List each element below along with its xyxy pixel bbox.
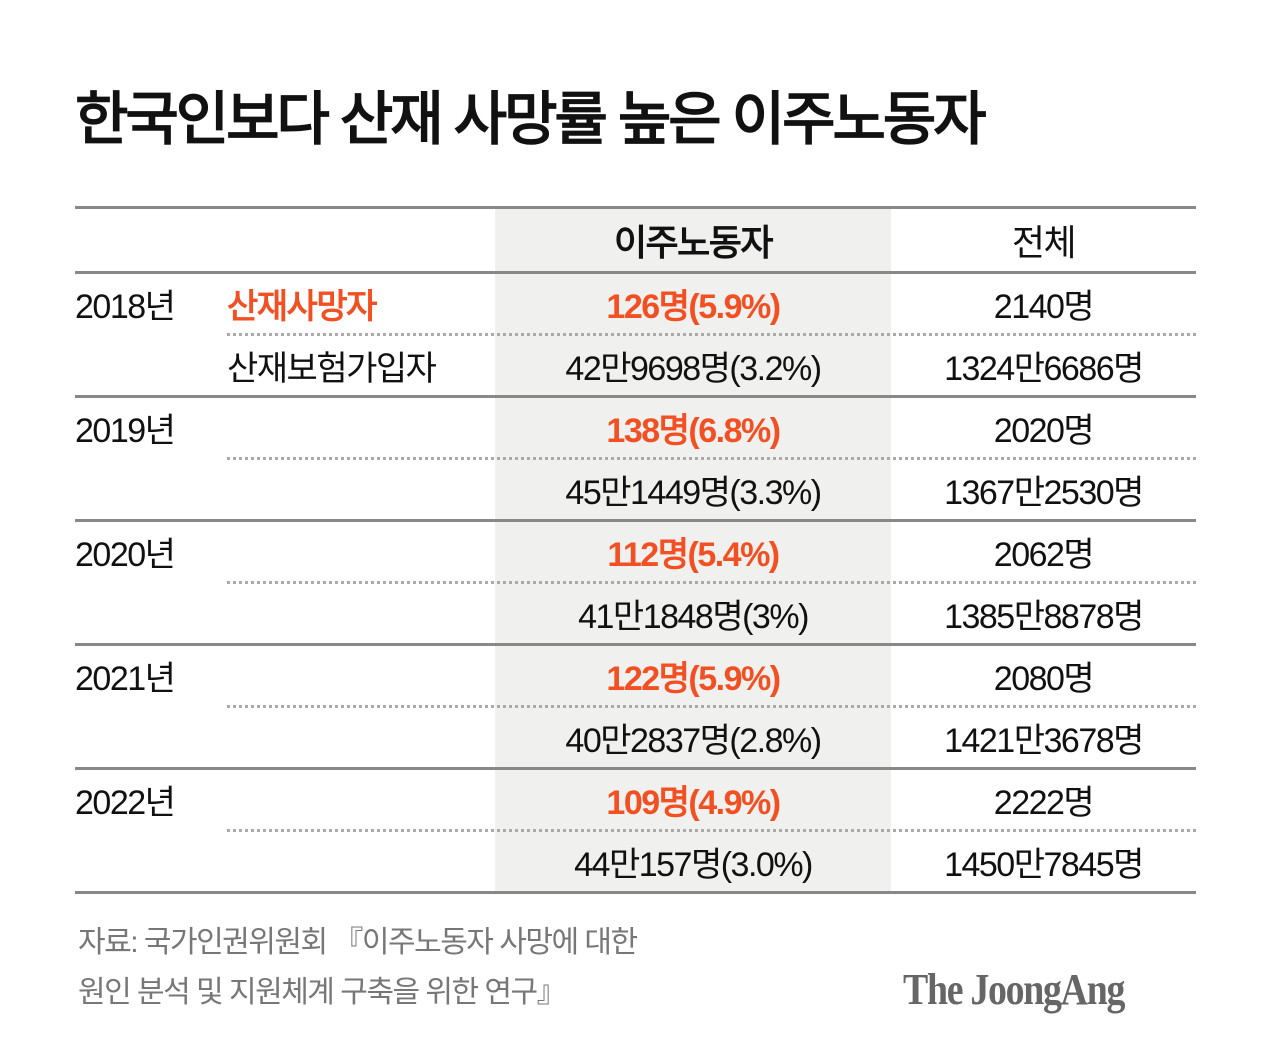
source-line-1: 자료: 국가인권위원회 『이주노동자 사망에 대한 [78, 926, 638, 959]
total-insured: 1421만3678명 [944, 722, 1144, 760]
header-migrant: 이주노동자 [613, 222, 774, 263]
source-note: 자료: 국가인권위원회 『이주노동자 사망에 대한 원인 분석 및 지원체계 구… [78, 918, 638, 1018]
total-deaths: 2020명 [993, 412, 1095, 450]
table-row-insured: 41만1848명(3%) 1385만8878명 [75, 584, 1196, 643]
table-row-deaths: 2021년 122명(5.9%) 2080명 [75, 646, 1196, 708]
year-label: 2019년 [75, 412, 176, 450]
total-deaths: 2062명 [993, 536, 1095, 574]
table-row-deaths: 2019년 138명(6.8%) 2020명 [75, 398, 1196, 460]
year-label: 2021년 [75, 660, 176, 698]
year-label: 2022년 [75, 784, 176, 822]
year-group-2021: 2021년 122명(5.9%) 2080명 40만2837명(2.8%) 14… [75, 646, 1196, 770]
year-label: 2020년 [75, 536, 176, 574]
year-group-2019: 2019년 138명(6.8%) 2020명 45만1449명(3.3%) 13… [75, 398, 1196, 522]
source-line-2: 원인 분석 및 지원체계 구축을 위한 연구』 [78, 976, 567, 1009]
table-row-insured: 산재보험가입자 42만9698명(3.2%) 1324만6686명 [75, 336, 1196, 395]
row-label-insured: 산재보험가입자 [227, 350, 437, 388]
total-insured: 1367만2530명 [944, 474, 1144, 512]
migrant-deaths: 109명(4.9%) [606, 784, 781, 822]
total-insured: 1385만8878명 [944, 598, 1144, 636]
migrant-deaths: 112명(5.4%) [607, 536, 780, 574]
table-row-insured: 44만157명(3.0%) 1450만7845명 [75, 832, 1196, 891]
year-label: 2018년 [75, 288, 176, 326]
migrant-deaths: 126명(5.9%) [606, 288, 781, 326]
data-table: 이주노동자 전체 2018년 산재사망자 126명(5.9%) 2140명 산재… [75, 206, 1196, 894]
migrant-insured: 44만157명(3.0%) [574, 846, 813, 884]
migrant-insured: 42만9698명(3.2%) [565, 350, 822, 388]
chart-title: 한국인보다 산재 사망률 높은 이주노동자 [75, 87, 987, 152]
table-header: 이주노동자 전체 [75, 206, 1196, 274]
total-insured: 1450만7845명 [944, 846, 1144, 884]
table-row-deaths: 2020년 112명(5.4%) 2062명 [75, 522, 1196, 584]
table-row-insured: 40만2837명(2.8%) 1421만3678명 [75, 708, 1196, 767]
migrant-insured: 40만2837명(2.8%) [565, 722, 822, 760]
table-row-insured: 45만1449명(3.3%) 1367만2530명 [75, 460, 1196, 519]
total-deaths: 2222명 [993, 784, 1095, 822]
year-group-2020: 2020년 112명(5.4%) 2062명 41만1848명(3%) 1385… [75, 522, 1196, 646]
total-insured: 1324만6686명 [944, 350, 1144, 388]
year-group-2018: 2018년 산재사망자 126명(5.9%) 2140명 산재보험가입자 42만… [75, 274, 1196, 398]
year-group-2022: 2022년 109명(4.9%) 2222명 44만157명(3.0%) 145… [75, 770, 1196, 894]
migrant-deaths: 122명(5.9%) [606, 660, 781, 698]
migrant-insured: 45만1449명(3.3%) [565, 474, 822, 512]
publisher-logo: The JoongAng [903, 965, 1125, 1014]
table-row-deaths: 2022년 109명(4.9%) 2222명 [75, 770, 1196, 832]
total-deaths: 2140명 [993, 288, 1095, 326]
row-label-deaths: 산재사망자 [227, 288, 377, 326]
migrant-insured: 41만1848명(3%) [578, 598, 809, 636]
migrant-column-background [495, 206, 891, 894]
total-deaths: 2080명 [993, 660, 1095, 698]
table-row-deaths: 2018년 산재사망자 126명(5.9%) 2140명 [75, 274, 1196, 336]
header-total: 전체 [1011, 222, 1077, 263]
migrant-deaths: 138명(6.8%) [606, 412, 781, 450]
